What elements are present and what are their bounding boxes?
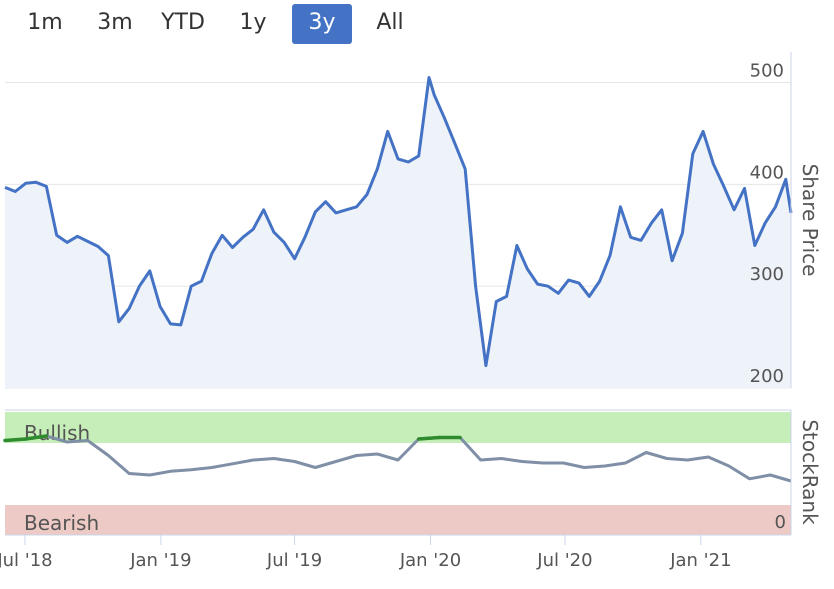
stockrank-bullish-segments (3, 434, 462, 443)
range-button-3y[interactable]: 3y (292, 4, 352, 44)
x-axis-ticks: Jul '18 Jan '19 Jul '19 Jan '20 Jul '20 Jan '… (0, 535, 732, 571)
range-button-1y[interactable]: 1y (239, 10, 267, 35)
stockrank-bullish-segment (3, 437, 28, 443)
stockrank-y-ticks: 0 (775, 512, 786, 533)
price-tick-label: 300 (750, 264, 784, 285)
rank-axis-title: StockRank (798, 419, 822, 525)
price-area (5, 77, 791, 388)
x-tick-label: Jan '20 (399, 550, 461, 571)
price-line (4, 76, 793, 368)
share-price-panel: 200 300 400 500 Share Price (4, 52, 822, 389)
stockrank-bullish-segment (416, 435, 442, 441)
range-button-1m[interactable]: 1m (27, 10, 63, 35)
stockrank-panel: Bullish Bearish 0 StockRank (3, 409, 822, 535)
bearish-band (5, 505, 791, 535)
price-y-ticks: 200 300 400 500 (750, 61, 784, 387)
stockrank-tick-label: 0 (775, 512, 786, 533)
stockrank-bullish-segment (23, 434, 49, 441)
x-tick-label: Jul '18 (0, 550, 53, 571)
range-selector: 1m 3m YTD 1y 3y All (0, 0, 834, 46)
range-button-all[interactable]: All (376, 10, 404, 35)
price-axis-title: Share Price (798, 164, 822, 277)
x-tick-label: Jan '21 (669, 550, 731, 571)
x-tick-label: Jan '19 (129, 550, 191, 571)
price-tick-label: 200 (750, 366, 784, 387)
range-button-3m[interactable]: 3m (97, 10, 133, 35)
price-tick-label: 500 (750, 61, 784, 82)
x-tick-label: Jul '20 (536, 550, 592, 571)
price-tick-label: 400 (750, 162, 784, 183)
range-button-ytd[interactable]: YTD (161, 10, 205, 35)
bearish-label: Bearish (24, 511, 99, 535)
stockrank-line (4, 434, 792, 483)
bullish-band (5, 412, 791, 443)
x-tick-label: Jul '19 (266, 550, 322, 571)
